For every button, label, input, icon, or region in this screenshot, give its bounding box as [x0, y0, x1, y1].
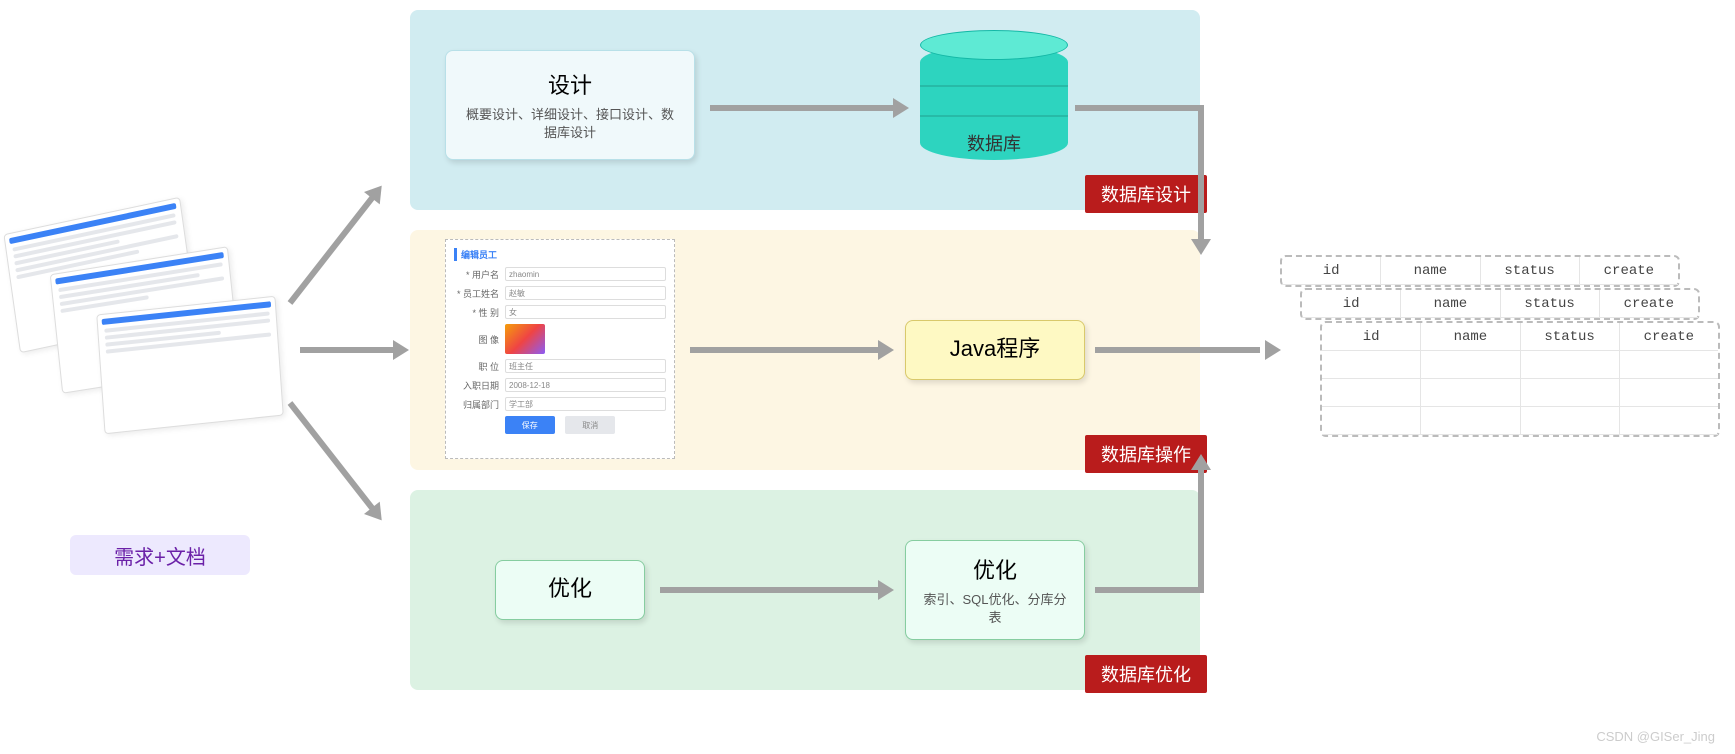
arrow-design-to-db [710, 105, 895, 111]
source-label: 需求+文档 [70, 535, 250, 575]
form-mockup: 编辑员工 * 用户名zhaomin * 员工姓名赵敏 * 性 别女 图 像 职 … [445, 239, 675, 459]
node-optimize-1: 优化 [495, 560, 645, 620]
arrow-opt1-to-opt2 [660, 587, 880, 593]
arrow-form-to-java [690, 347, 880, 353]
watermark: CSDN @GISer_Jing [1596, 729, 1715, 744]
arrow-src-to-design [288, 195, 376, 305]
node-java: Java程序 [905, 320, 1085, 380]
cylinder-label: 数据库 [920, 130, 1068, 156]
badge-db-optimize: 数据库优化 [1085, 655, 1207, 693]
node-design-title: 设计 [548, 68, 592, 100]
node-design-subtitle: 概要设计、详细设计、接口设计、数据库设计 [460, 106, 680, 142]
badge-db-operation: 数据库操作 [1085, 435, 1207, 473]
node-optimize-2-title: 优化 [973, 553, 1017, 585]
node-optimize-2: 优化 索引、SQL优化、分库分表 [905, 540, 1085, 640]
node-optimize-2-subtitle: 索引、SQL优化、分库分表 [920, 591, 1070, 627]
node-design: 设计 概要设计、详细设计、接口设计、数据库设计 [445, 50, 695, 160]
badge-db-design: 数据库设计 [1085, 175, 1207, 213]
arrow-src-to-optimize [288, 401, 376, 511]
arrow-src-to-java [300, 347, 395, 353]
tables-stack: id name status create id name status cre… [1280, 255, 1720, 455]
node-optimize-1-title: 优化 [548, 571, 592, 603]
source-label-text: 需求+文档 [114, 541, 206, 570]
screenshots-mockup [0, 205, 300, 505]
database-cylinder: 数据库 [920, 30, 1068, 160]
node-java-title: Java程序 [950, 331, 1040, 363]
